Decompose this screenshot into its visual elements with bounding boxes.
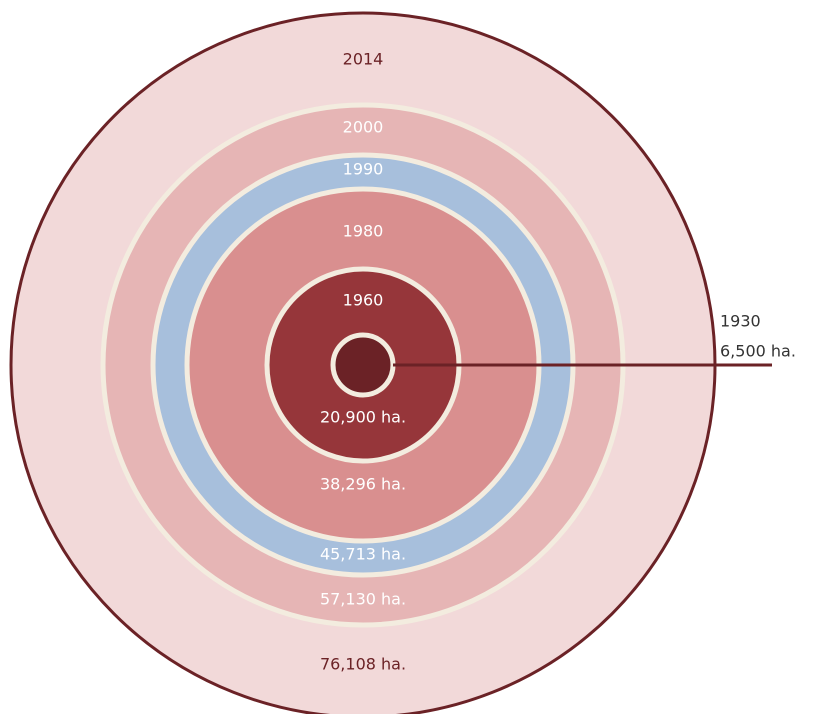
ring [330,332,396,398]
value-label: 76,108 ha. [320,655,406,674]
year-label: 1960 [343,291,384,310]
year-label: 2014 [343,50,384,69]
value-label: 57,130 ha. [320,590,406,609]
value-label: 6,500 ha. [720,342,796,361]
year-label: 2000 [343,118,384,137]
value-label: 45,713 ha. [320,545,406,564]
value-label: 20,900 ha. [320,408,406,427]
year-label: 1930 [720,312,761,331]
value-label: 38,296 ha. [320,475,406,494]
year-label: 1980 [343,222,384,241]
year-label: 1990 [343,160,384,179]
